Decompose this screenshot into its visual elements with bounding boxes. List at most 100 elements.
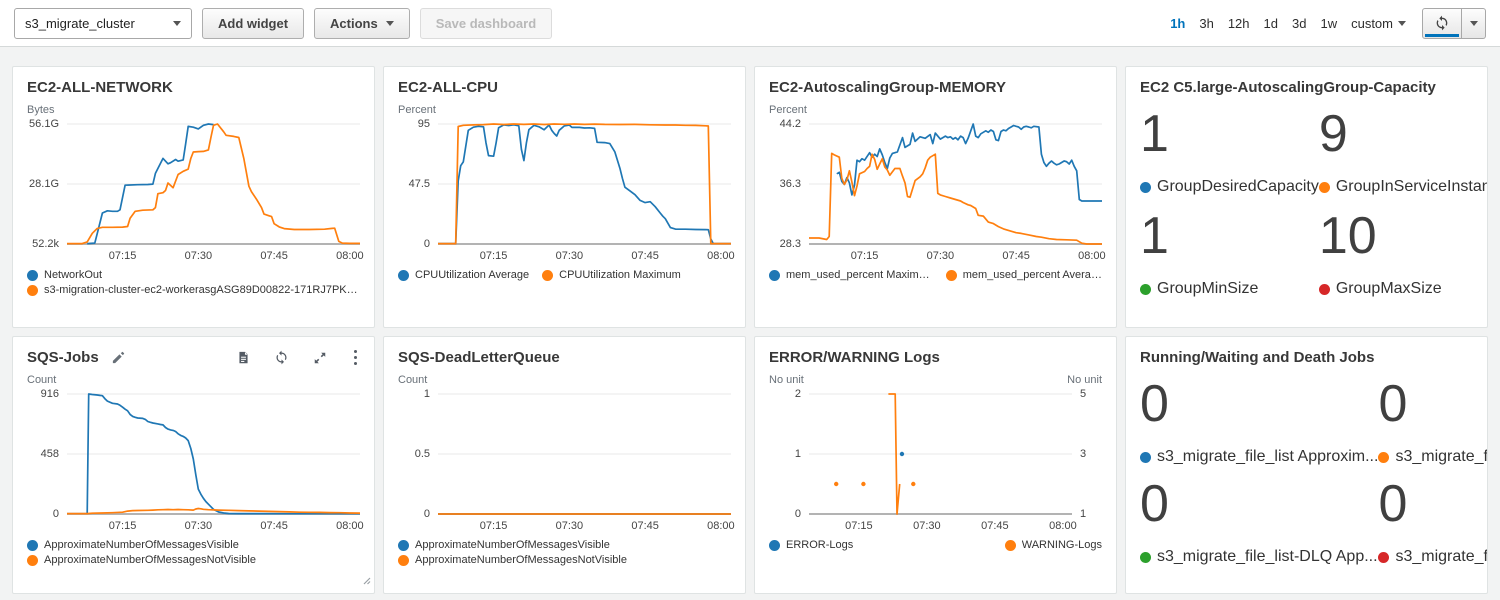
legend-item[interactable]: CPUUtilization Average	[398, 269, 529, 281]
y-axis-unit-right: No unit	[1067, 374, 1102, 386]
legend-swatch	[1140, 451, 1151, 463]
range-1h[interactable]: 1h	[1170, 15, 1186, 31]
view-logs-button[interactable]	[237, 350, 250, 365]
legend-label: mem_used_percent Maximum	[786, 269, 933, 281]
auto-refresh-indicator	[1425, 33, 1459, 37]
actions-button[interactable]: Actions	[314, 7, 410, 39]
widget-title: EC2-AutoscalingGroup-MEMORY	[769, 79, 1006, 96]
metric-value: 10	[1318, 207, 1377, 265]
dashboard-select[interactable]: s3_migrate_cluster	[14, 7, 192, 39]
legend-item[interactable]: ApproximateNumberOfMessagesVisible	[398, 539, 731, 551]
y-axis-unit: Percent	[398, 104, 436, 116]
legend-swatch	[1140, 181, 1151, 193]
sqs-jobs-chart-plot[interactable]	[67, 388, 361, 516]
legend-item[interactable]: s3_migrate_file_list Approxim...	[1140, 448, 1378, 466]
chart-legend: ApproximateNumberOfMessagesVisible Appro…	[398, 539, 731, 566]
legend-swatch	[769, 269, 780, 281]
legend-item[interactable]: ApproximateNumberOfMessagesVisible	[27, 539, 360, 551]
legend-label: ERROR-Logs	[786, 539, 854, 551]
range-12h[interactable]: 12h	[1227, 15, 1250, 31]
legend-swatch	[398, 554, 409, 566]
legend-swatch	[769, 539, 780, 551]
legend-swatch	[945, 269, 957, 281]
legend-label: GroupInServiceInstances	[1335, 178, 1487, 196]
dashboard-grid: EC2-ALL-NETWORK Bytes 56.1G 28.1G 52.2k 07…	[0, 47, 1500, 594]
logs-chart-plot[interactable]	[809, 388, 1072, 516]
range-custom[interactable]: custom	[1351, 16, 1406, 31]
legend-item[interactable]: mem_used_percent Maximum	[769, 269, 933, 281]
metric-cell: 1 GroupMinSize	[1140, 209, 1319, 312]
legend-item[interactable]: CPUUtilization Maximum	[542, 269, 681, 281]
y-axis-ticks: 1 0.5 0	[414, 388, 430, 520]
range-3h[interactable]: 3h	[1199, 15, 1214, 31]
chart-legend: NetworkOut s3-migration-cluster-ec2-work…	[27, 269, 360, 296]
legend-swatch	[1140, 283, 1151, 295]
y-axis-unit: Bytes	[27, 104, 55, 116]
widget-title: Running/Waiting and Death Jobs	[1140, 349, 1375, 366]
y-axis-unit: Count	[27, 374, 57, 386]
x-axis-ticks: 07:15 07:30 07:45 08:00	[845, 520, 1077, 532]
widget-title-row: SQS-Jobs	[27, 349, 360, 366]
legend-swatch	[1378, 451, 1390, 463]
metric-cell: 0 s3_migrate_file_list Approxim...	[1140, 375, 1378, 478]
refresh-icon	[1436, 15, 1448, 31]
legend-item[interactable]: GroupMaxSize	[1318, 280, 1487, 298]
legend-item[interactable]: s3-migration-cluster-ec2-workerasgASG89D…	[27, 284, 360, 296]
legend-item[interactable]: GroupMinSize	[1140, 280, 1319, 298]
range-3d[interactable]: 3d	[1292, 15, 1307, 31]
legend-item[interactable]: WARNING-Logs	[1004, 539, 1102, 551]
legend-item[interactable]: s3_migrate_file_list-DLQ App...	[1140, 548, 1378, 566]
document-icon	[239, 351, 248, 364]
legend-item[interactable]: mem_used_percent Average	[945, 269, 1102, 281]
legend-swatch	[1378, 551, 1390, 563]
refresh-icon	[276, 350, 287, 365]
metric-value: 0	[1140, 375, 1169, 433]
metric-cell: 0 s3_migrate_file_list-DLQ App...	[1378, 477, 1487, 578]
metric-cell: 0 s3_migrate_file_list-DLQ App...	[1140, 477, 1378, 578]
legend-item[interactable]: NetworkOut	[27, 269, 360, 281]
legend-item[interactable]: GroupInServiceInstances	[1318, 178, 1487, 196]
chart-legend: ApproximateNumberOfMessagesVisible Appro…	[27, 539, 360, 566]
refresh-widget-button[interactable]	[274, 350, 289, 365]
legend-item[interactable]: ERROR-Logs	[769, 539, 853, 551]
x-axis-ticks: 07:15 07:30 07:45 08:00	[108, 250, 364, 262]
widget-asg-capacity: EC2 C5.large-AutoscalingGroup-Capacity 1…	[1125, 66, 1488, 328]
metric-cell: 1 GroupDesiredCapacity	[1140, 107, 1319, 210]
legend-item[interactable]: ApproximateNumberOfMessagesNotVisible	[398, 554, 731, 566]
x-axis-ticks: 07:15 07:30 07:45 08:00	[850, 250, 1106, 262]
add-widget-button[interactable]: Add widget	[202, 7, 305, 39]
metric-cell: 9 GroupInServiceInstances	[1318, 107, 1487, 210]
legend-label: ApproximateNumberOfMessagesVisible	[44, 539, 239, 551]
widget-menu-button[interactable]	[351, 349, 360, 366]
refresh-options-button[interactable]	[1462, 7, 1486, 39]
legend-label: CPUUtilization Average	[415, 269, 530, 281]
memory-chart-plot[interactable]	[809, 118, 1102, 246]
save-dashboard-button[interactable]: Save dashboard	[419, 7, 553, 39]
legend-item[interactable]: s3_migrate_file_list-DLQ App...	[1378, 548, 1487, 566]
time-range-selector: 1h 3h 12h 1d 3d 1w custom	[1170, 16, 1406, 31]
metric-cell: 10 GroupMaxSize	[1318, 207, 1487, 312]
cpu-chart-plot[interactable]	[438, 118, 731, 246]
edit-widget-button[interactable]	[111, 350, 126, 365]
legend-item[interactable]: ApproximateNumberOfMessagesNotVisible	[27, 554, 360, 566]
range-1d[interactable]: 1d	[1263, 15, 1278, 31]
legend-label: GroupMinSize	[1157, 280, 1259, 298]
caret-down-icon	[173, 20, 181, 26]
legend-item[interactable]: s3_migrate_file_list Approxim...	[1378, 448, 1487, 466]
widget-title: SQS-DeadLetterQueue	[398, 349, 560, 366]
legend-swatch	[27, 539, 38, 551]
legend-swatch	[27, 284, 38, 296]
chart-legend: CPUUtilization Average CPUUtilization Ma…	[398, 269, 731, 281]
refresh-button[interactable]	[1422, 7, 1462, 39]
legend-item[interactable]: GroupDesiredCapacity	[1140, 178, 1319, 196]
caret-down-icon	[1469, 20, 1478, 26]
network-chart-plot[interactable]	[67, 118, 360, 246]
range-1w[interactable]: 1w	[1320, 15, 1338, 31]
dashboard-select-value: s3_migrate_cluster	[25, 15, 135, 31]
legend-swatch	[1140, 551, 1151, 563]
widget-title: SQS-Jobs	[27, 349, 99, 366]
enlarge-widget-button[interactable]	[313, 351, 327, 365]
resize-handle-icon[interactable]	[361, 572, 371, 590]
dlq-chart-plot[interactable]	[438, 388, 731, 516]
